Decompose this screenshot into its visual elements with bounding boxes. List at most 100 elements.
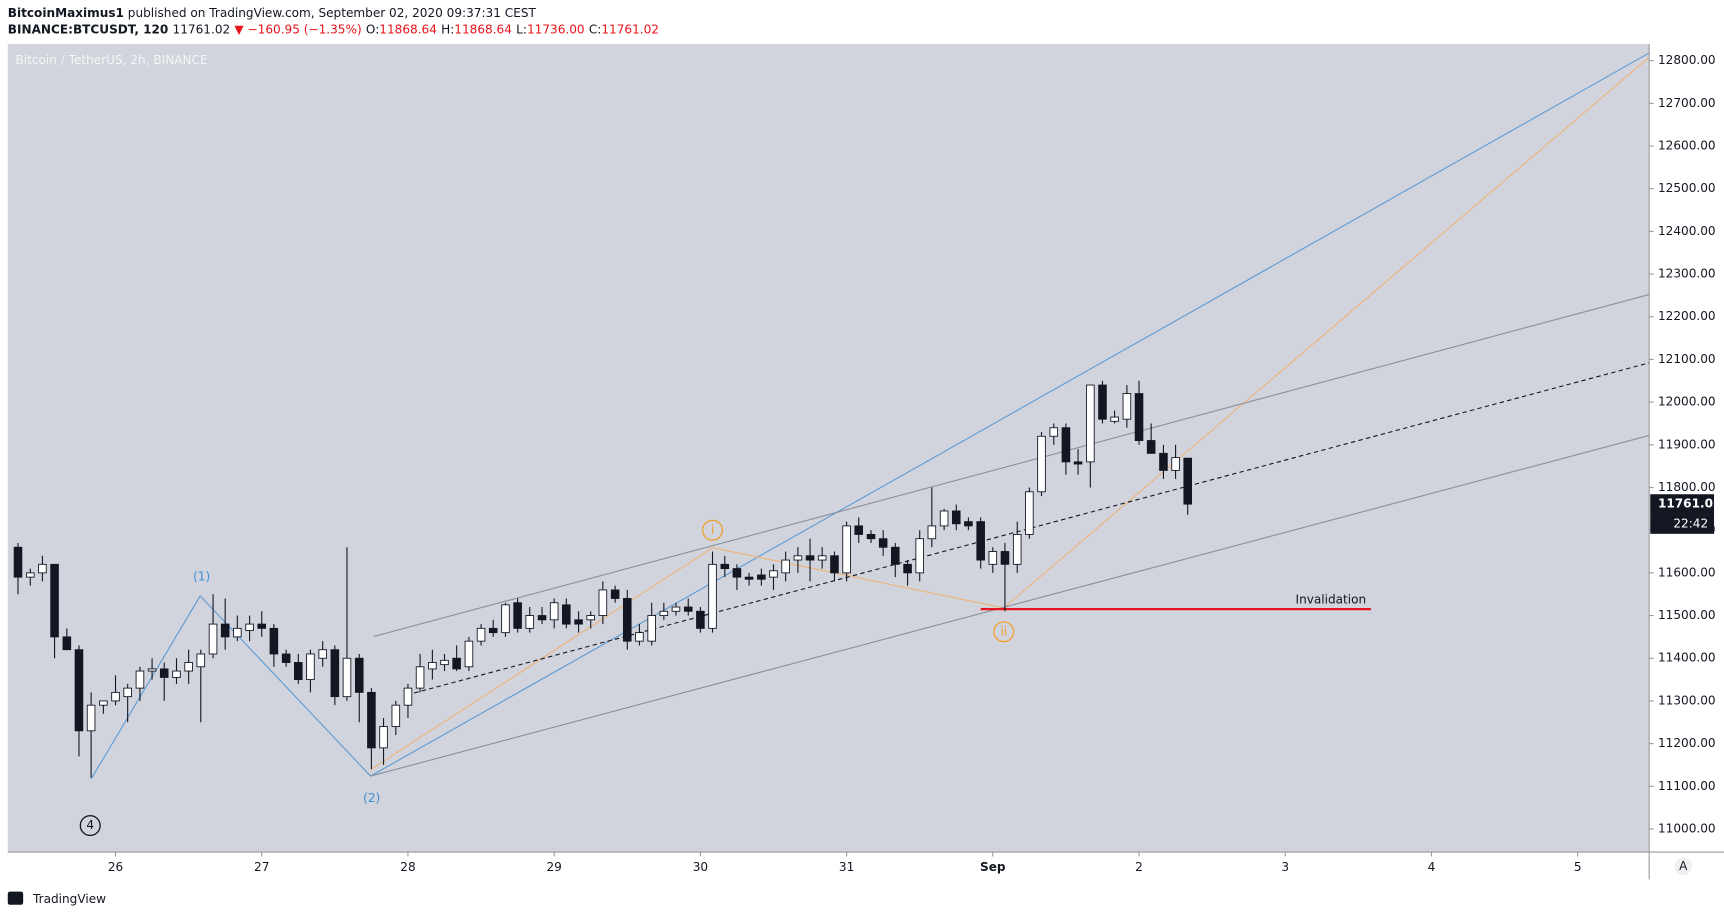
countdown-box (1650, 514, 1715, 534)
candle-body (1098, 384, 1107, 420)
auto-scale-button[interactable] (1674, 857, 1693, 876)
wave-label: 4 (86, 818, 94, 832)
y-tick-label: 11200.00 (1658, 736, 1716, 750)
candle-body (744, 576, 754, 580)
y-tick-label: 12100.00 (1658, 352, 1716, 366)
candle-body (1049, 427, 1059, 437)
candle-body (379, 726, 388, 749)
candle-body (50, 563, 59, 638)
trend-line (373, 294, 1650, 637)
candle-body (610, 589, 620, 599)
candle-body (915, 538, 924, 574)
ohlc-label: L: (516, 22, 527, 36)
y-tick-label: 11500.00 (1658, 608, 1716, 622)
candle-body (976, 521, 985, 561)
chart-title: Bitcoin / TetherUS, 2h, BINANCE (15, 53, 207, 67)
candle-body (1037, 435, 1046, 493)
ohlc-value: 11868.64 (454, 22, 512, 36)
candle-body (318, 649, 327, 659)
plot: 11000.00 11100.00 11200.00 11300.00 11400.00… (13, 52, 1721, 874)
candle-body (354, 657, 364, 693)
candle-body (793, 555, 803, 561)
y-tick-label: 12700.00 (1658, 96, 1716, 110)
x-tick-label: 2 (1135, 860, 1143, 874)
quote-line: BINANCE:BTCUSDT, 120 11761.02 ▼ −160.95 … (8, 22, 659, 36)
x-tick-label: 26 (108, 860, 123, 874)
x-tick-label: 29 (546, 860, 561, 874)
candle-body (1110, 416, 1119, 422)
candle-body (866, 534, 876, 540)
auto-scale-label[interactable]: A (1679, 859, 1688, 873)
candle-body (13, 546, 23, 578)
wave-label: i (711, 523, 714, 537)
candle-body (208, 623, 218, 655)
candle-body (598, 589, 608, 616)
candle-body (854, 525, 864, 535)
y-tick-label: 12500.00 (1658, 181, 1716, 195)
candle-body (951, 510, 961, 525)
candle-body (488, 627, 498, 634)
plot-background (7, 43, 1650, 853)
candle-body (842, 525, 851, 574)
candle-body (440, 659, 449, 666)
candle-body (123, 687, 132, 698)
x-tick-label: Sep (980, 860, 1006, 874)
wave-label: Invalidation (1296, 592, 1367, 606)
last-price-box (1650, 494, 1715, 515)
candle-body (1134, 393, 1144, 441)
candle-body (574, 619, 583, 625)
y-tick-label: 12800.00 (1658, 53, 1716, 67)
candle-body (817, 555, 827, 561)
candle-body (25, 572, 35, 578)
candle-body (196, 653, 206, 668)
candle-body (720, 563, 730, 570)
candle-body (135, 670, 145, 689)
candle-body (537, 615, 547, 621)
drawings (13, 52, 1650, 779)
candle-body (683, 606, 693, 612)
candle-body (62, 636, 72, 651)
candle-body (891, 546, 900, 565)
x-tick-label: 4 (1428, 860, 1436, 874)
y-tick-label: 11900.00 (1658, 437, 1716, 451)
label-circle (701, 519, 724, 541)
candle-body (696, 610, 705, 629)
candle-body (147, 668, 157, 672)
trend-line (90, 52, 1650, 779)
candle-body (464, 640, 474, 668)
candle-body (391, 704, 401, 727)
y-tick-label: 12400.00 (1658, 224, 1716, 238)
candle-body (708, 563, 717, 629)
candle-body (635, 632, 644, 642)
candle-body (659, 610, 669, 616)
published: published on TradingView.com, September … (128, 6, 537, 20)
candle-body (903, 563, 912, 574)
candle-body (562, 604, 571, 625)
author: BitcoinMaximus1 (8, 6, 124, 20)
x-tick-label: 27 (254, 860, 269, 874)
candle-body (452, 657, 461, 670)
candle-body (476, 627, 486, 642)
x-tick-label: 30 (693, 860, 708, 874)
y-tick-label: 11800.00 (1658, 480, 1716, 494)
candle-body (878, 538, 888, 548)
ohlc-label: O: (366, 22, 379, 36)
candle-body (805, 555, 815, 561)
y-tick-label: 11000.00 (1658, 821, 1716, 835)
candle-body (757, 574, 766, 580)
candle-body (245, 623, 254, 631)
candle-body (86, 704, 96, 732)
y-tick-label: 12600.00 (1658, 138, 1716, 152)
candle-body (38, 563, 47, 574)
candle-body (403, 687, 413, 706)
label-circle (79, 815, 101, 837)
wave-label: (1) (193, 570, 210, 584)
candle-body (549, 602, 559, 621)
candle-body (428, 662, 437, 670)
candle-body (769, 570, 778, 578)
ohlc-value: 11761.02 (601, 22, 659, 36)
candle-body (671, 606, 681, 612)
y-tick-label: 11400.00 (1658, 651, 1716, 665)
candle-body (939, 510, 949, 527)
